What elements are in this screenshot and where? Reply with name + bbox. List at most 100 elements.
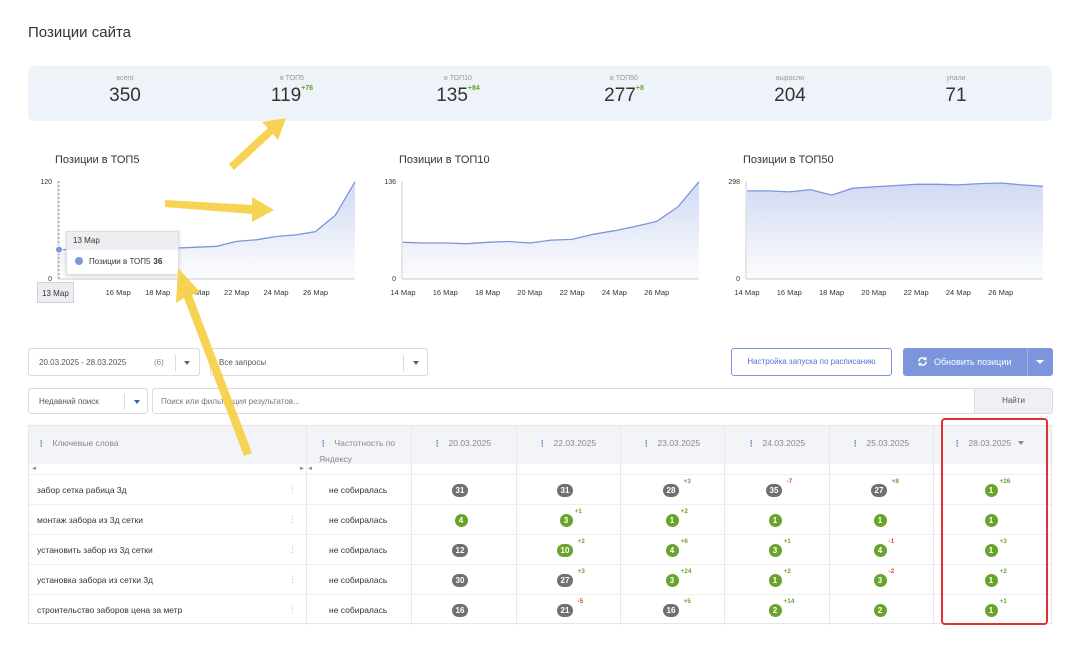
position-badge: 4 <box>454 514 468 527</box>
find-button[interactable]: Найти <box>974 388 1053 414</box>
position-badge: 1 <box>665 514 679 527</box>
schedule-settings-button[interactable]: Настройка запуска по расписанию <box>731 348 892 376</box>
row-menu-icon[interactable]: ⋮ <box>288 604 297 614</box>
chevron-down-icon[interactable] <box>134 400 140 404</box>
table-row[interactable]: забор сетка рабица 3д ⋮ не собиралась 31 31 2… <box>29 474 1051 504</box>
position-badge: 4 <box>665 544 679 557</box>
drag-handle-icon[interactable]: ⋮ <box>851 438 860 448</box>
table-row[interactable]: установить забор из 3д сетки ⋮ не собирала… <box>29 534 1051 564</box>
position-badge: 1 <box>768 514 782 527</box>
row-menu-icon[interactable]: ⋮ <box>288 484 297 494</box>
y-tick-label: 0 <box>392 276 396 283</box>
column-header-date[interactable]: ⋮ 20.03.2025 <box>433 438 492 448</box>
scroll-left-icon[interactable]: ◄ <box>307 466 313 472</box>
column-header-date[interactable]: ⋮ 25.03.2025 <box>851 438 910 448</box>
position-badge: 1 <box>873 514 887 527</box>
y-tick-label: 136 <box>384 179 396 186</box>
stat-top10: в ТОП10 135+84 <box>398 74 518 108</box>
date-range-select[interactable]: 20.03.2025 - 28.03.2025 (6) <box>28 348 200 376</box>
table-row[interactable]: строительство заборов цена за метр ⋮ не со… <box>29 594 1051 624</box>
chart-title: Позиции в ТОП5 <box>55 154 140 166</box>
position-change: +2 <box>577 538 585 545</box>
table-header: ⋮ Ключевые слова ⋮ Частотность по Яндексу … <box>29 426 1051 464</box>
x-tick-label: 26 Мар <box>303 288 328 297</box>
position-badge: 1 <box>984 514 998 527</box>
divider <box>1027 348 1028 376</box>
column-header-date[interactable]: ⋮ 22.03.2025 <box>538 438 597 448</box>
position-badge: 12 <box>451 544 469 557</box>
column-divider <box>829 426 830 625</box>
column-divider <box>724 426 725 625</box>
column-header-date[interactable]: ⋮ 23.03.2025 <box>642 438 701 448</box>
stat-value: 119 <box>270 85 302 106</box>
drag-handle-icon[interactable]: ⋮ <box>642 438 651 448</box>
position-change: -1 <box>888 538 895 545</box>
chart-tooltip: 13 Мар Позиции в ТОП5 36 <box>66 231 179 275</box>
stats-bar: всего 350 в ТОП5 119+76 в ТОП10 135+84 в… <box>28 66 1052 121</box>
chevron-down-icon[interactable] <box>413 361 419 365</box>
keyword-cell: забор сетка рабица 3д <box>37 485 127 495</box>
position-badge: 1 <box>984 484 998 497</box>
y-tick-label: 0 <box>48 276 52 283</box>
stat-fell: упали 71 <box>896 74 1016 108</box>
position-change: +26 <box>999 478 1011 485</box>
x-tick-label: 24 Мар <box>946 288 971 297</box>
query-filter-select[interactable]: Все запросы <box>210 348 428 376</box>
x-tick-label: 16 Мар <box>106 288 131 297</box>
stat-delta: +84 <box>467 85 480 92</box>
stat-label: в ТОП5 <box>280 75 304 82</box>
x-tick-label: 14 Мар <box>390 288 415 297</box>
date-range-value: 20.03.2025 - 28.03.2025 <box>39 358 127 367</box>
position-change: +3 <box>999 538 1007 545</box>
drag-handle-icon[interactable]: ⋮ <box>37 438 46 448</box>
chevron-down-icon[interactable] <box>184 361 190 365</box>
table-row[interactable]: установка забора из сетки 3д ⋮ не собирала… <box>29 564 1051 594</box>
stat-label: в ТОП50 <box>610 75 638 82</box>
y-tick-label: 0 <box>736 276 740 283</box>
drag-handle-icon[interactable]: ⋮ <box>747 438 756 448</box>
stat-value: 350 <box>109 85 141 106</box>
position-change: +2 <box>783 568 791 575</box>
x-tick-label: 24 Мар <box>602 288 627 297</box>
recent-search-select[interactable]: Недавний поиск <box>28 388 148 414</box>
scroll-right-icon[interactable]: ► <box>299 466 305 472</box>
tooltip-date: 13 Мар <box>67 232 178 250</box>
update-positions-button[interactable]: Обновить позиции <box>903 348 1053 376</box>
x-tick-label: 18 Мар <box>145 288 170 297</box>
stat-value: 71 <box>945 85 967 106</box>
sort-down-icon[interactable] <box>1018 441 1025 445</box>
search-input[interactable] <box>152 388 974 414</box>
position-change: +5 <box>683 598 691 605</box>
arrow-icon <box>165 197 274 222</box>
frequency-cell: не собиралась <box>329 485 388 495</box>
row-menu-icon[interactable]: ⋮ <box>288 544 297 554</box>
column-header-frequency[interactable]: ⋮ Частотность по Яндексу <box>319 438 396 464</box>
table-row[interactable]: монтаж забора из 3д сетки ⋮ не собиралась 4… <box>29 504 1051 534</box>
position-badge: 1 <box>768 574 782 587</box>
column-divider <box>933 426 934 625</box>
drag-handle-icon[interactable]: ⋮ <box>433 438 442 448</box>
chevron-down-icon[interactable] <box>1036 360 1044 364</box>
column-header-keywords[interactable]: ⋮ Ключевые слова <box>37 438 119 448</box>
scroll-left-icon[interactable]: ◄ <box>31 466 37 472</box>
stat-label: всего <box>116 75 134 82</box>
stat-delta: +76 <box>301 85 314 92</box>
column-divider <box>620 426 621 625</box>
frequency-cell: не собиралась <box>329 545 388 555</box>
column-header-date-sorted[interactable]: ⋮ 28.03.2025 <box>953 435 1025 451</box>
drag-handle-icon[interactable]: ⋮ <box>319 438 328 448</box>
column-header-date[interactable]: ⋮ 24.03.2025 <box>747 438 806 448</box>
divider <box>403 355 404 371</box>
x-tick-label: 16 Мар <box>777 288 802 297</box>
drag-handle-icon[interactable]: ⋮ <box>953 438 962 448</box>
drag-handle-icon[interactable]: ⋮ <box>538 438 547 448</box>
y-tick-label: 298 <box>728 179 740 186</box>
row-menu-icon[interactable]: ⋮ <box>288 574 297 584</box>
series-dot-icon <box>75 257 83 265</box>
recent-search-label: Недавний поиск <box>39 397 99 406</box>
chart-top10: Позиции в ТОП10 136 0 14 Мар 16 Мар 18 Мар 20… <box>384 150 719 310</box>
position-badge: 2 <box>768 604 782 617</box>
row-menu-icon[interactable]: ⋮ <box>288 514 297 524</box>
tooltip-value: 36 <box>153 257 163 266</box>
